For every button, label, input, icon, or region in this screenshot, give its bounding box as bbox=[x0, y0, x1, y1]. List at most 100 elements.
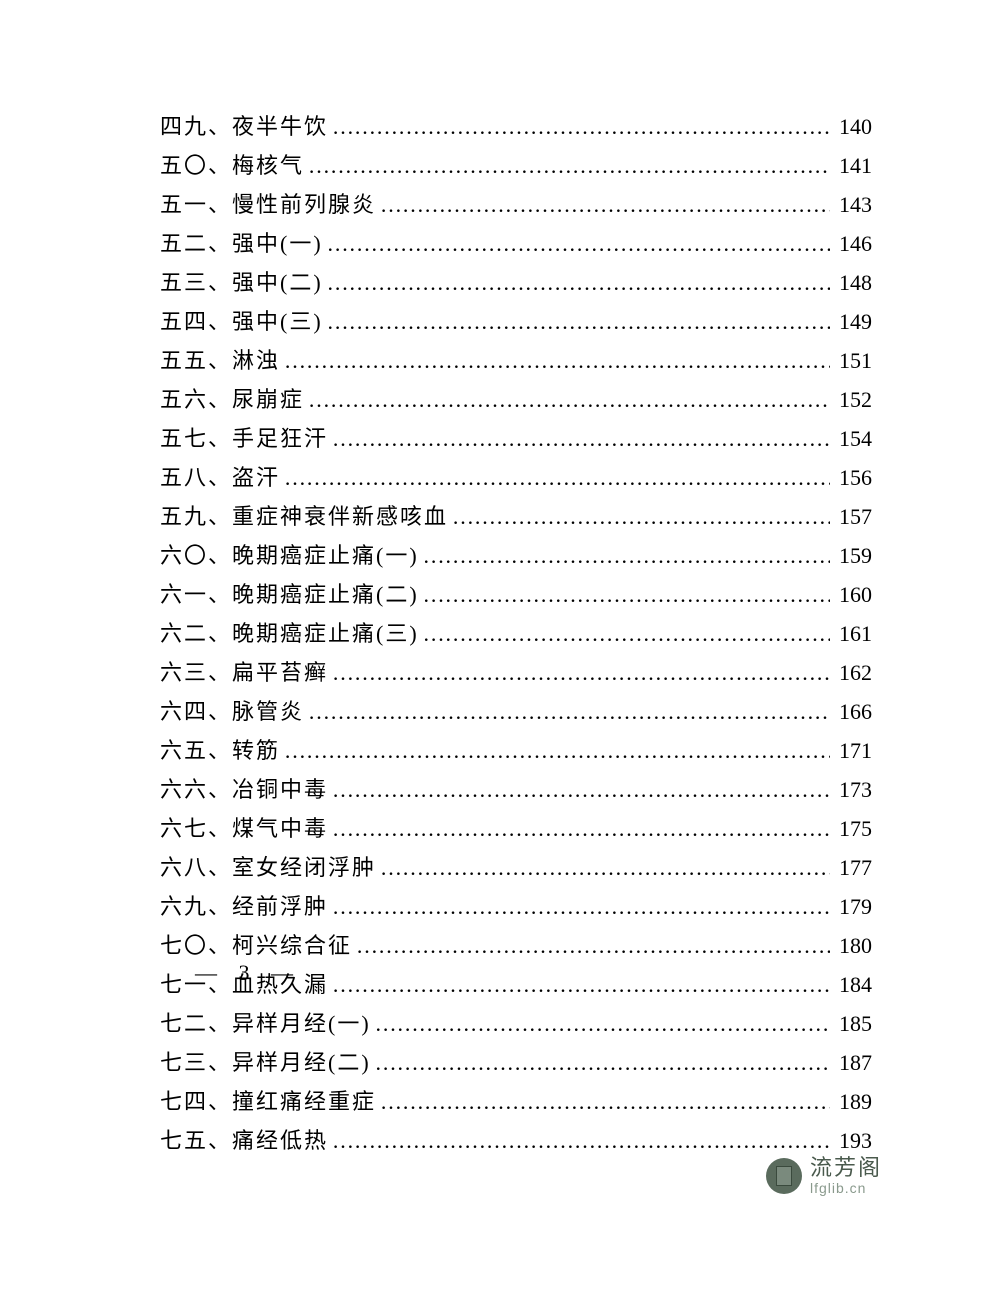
entry-dots: …………………………………………………………………………………………………………… bbox=[304, 695, 830, 728]
entry-number: 七二、 bbox=[160, 1007, 232, 1040]
entry-number: 五四、 bbox=[160, 305, 232, 338]
entry-dots: …………………………………………………………………………………………………………… bbox=[328, 812, 830, 845]
entry-number: 六八、 bbox=[160, 851, 232, 884]
table-of-contents: 四九、夜半牛饮………………………………………………………………………………………… bbox=[160, 110, 872, 1157]
entry-dots: …………………………………………………………………………………………………………… bbox=[376, 851, 830, 884]
entry-page-number: 140 bbox=[830, 110, 872, 143]
entry-page-number: 148 bbox=[830, 266, 872, 299]
toc-entry: 六六、冶铜中毒………………………………………………………………………………………… bbox=[160, 773, 872, 806]
entry-number: 七五、 bbox=[160, 1124, 232, 1157]
entry-page-number: 180 bbox=[830, 929, 872, 962]
toc-entry: 六三、扁平苔癣………………………………………………………………………………………… bbox=[160, 656, 872, 689]
entry-title: 异样月经(二) bbox=[232, 1046, 371, 1079]
entry-page-number: 161 bbox=[830, 617, 872, 650]
book-icon-inner bbox=[776, 1166, 792, 1186]
toc-entry: 七二、异样月经(一)………………………………………………………………………………… bbox=[160, 1007, 872, 1040]
entry-title: 盗汗 bbox=[232, 461, 280, 494]
entry-number: 七〇、 bbox=[160, 929, 232, 962]
entry-page-number: 160 bbox=[830, 578, 872, 611]
entry-dots: …………………………………………………………………………………………………………… bbox=[419, 539, 830, 572]
entry-title: 煤气中毒 bbox=[232, 812, 328, 845]
entry-number: 六六、 bbox=[160, 773, 232, 806]
entry-number: 五〇、 bbox=[160, 149, 232, 182]
toc-entry: 五五、淋浊……………………………………………………………………………………………… bbox=[160, 344, 872, 377]
entry-title: 室女经闭浮肿 bbox=[232, 851, 376, 884]
entry-page-number: 185 bbox=[830, 1007, 872, 1040]
book-icon bbox=[766, 1158, 802, 1194]
entry-dots: …………………………………………………………………………………………………………… bbox=[304, 383, 830, 416]
entry-page-number: 156 bbox=[830, 461, 872, 494]
entry-dots: …………………………………………………………………………………………………………… bbox=[304, 149, 830, 182]
entry-number: 六三、 bbox=[160, 656, 232, 689]
toc-entry: 五〇、梅核气…………………………………………………………………………………………… bbox=[160, 149, 872, 182]
watermark-main-text: 流芳阁 bbox=[810, 1156, 882, 1180]
entry-title: 慢性前列腺炎 bbox=[232, 188, 376, 221]
entry-dots: …………………………………………………………………………………………………………… bbox=[328, 1124, 830, 1157]
toc-entry: 五七、手足狂汗………………………………………………………………………………………… bbox=[160, 422, 872, 455]
toc-entry: 六一、晚期癌症止痛(二)…………………………………………………………………………… bbox=[160, 578, 872, 611]
entry-dots: …………………………………………………………………………………………………………… bbox=[371, 1046, 830, 1079]
entry-number: 六五、 bbox=[160, 734, 232, 767]
entry-dots: …………………………………………………………………………………………………………… bbox=[328, 890, 830, 923]
entry-dots: …………………………………………………………………………………………………………… bbox=[371, 1007, 830, 1040]
entry-dots: …………………………………………………………………………………………………………… bbox=[328, 773, 830, 806]
toc-entry: 五九、重症神衰伴新感咳血…………………………………………………………………………… bbox=[160, 500, 872, 533]
page-number: — 3 — bbox=[195, 960, 301, 986]
entry-number: 六一、 bbox=[160, 578, 232, 611]
entry-title: 梅核气 bbox=[232, 149, 304, 182]
entry-title: 手足狂汗 bbox=[232, 422, 328, 455]
entry-number: 六九、 bbox=[160, 890, 232, 923]
entry-dots: …………………………………………………………………………………………………………… bbox=[328, 422, 830, 455]
entry-page-number: 184 bbox=[830, 968, 872, 1001]
entry-number: 四九、 bbox=[160, 110, 232, 143]
watermark-text: 流芳阁 lfglib.cn bbox=[810, 1156, 882, 1196]
document-page: 四九、夜半牛饮………………………………………………………………………………………… bbox=[0, 0, 1002, 1296]
entry-page-number: 189 bbox=[830, 1085, 872, 1118]
entry-number: 五六、 bbox=[160, 383, 232, 416]
entry-page-number: 162 bbox=[830, 656, 872, 689]
toc-entry: 七四、撞红痛经重症…………………………………………………………………………………… bbox=[160, 1085, 872, 1118]
entry-number: 五一、 bbox=[160, 188, 232, 221]
entry-dots: …………………………………………………………………………………………………………… bbox=[328, 656, 830, 689]
toc-entry: 六九、经前浮肿………………………………………………………………………………………… bbox=[160, 890, 872, 923]
toc-entry: 四九、夜半牛饮………………………………………………………………………………………… bbox=[160, 110, 872, 143]
entry-number: 五八、 bbox=[160, 461, 232, 494]
entry-number: 七三、 bbox=[160, 1046, 232, 1079]
entry-title: 撞红痛经重症 bbox=[232, 1085, 376, 1118]
entry-page-number: 175 bbox=[830, 812, 872, 845]
entry-title: 扁平苔癣 bbox=[232, 656, 328, 689]
entry-number: 六四、 bbox=[160, 695, 232, 728]
entry-title: 经前浮肿 bbox=[232, 890, 328, 923]
entry-page-number: 152 bbox=[830, 383, 872, 416]
entry-page-number: 173 bbox=[830, 773, 872, 806]
toc-entry: 七〇、柯兴综合征……………………………………………………………………………………… bbox=[160, 929, 872, 962]
toc-entry: 五一、慢性前列腺炎…………………………………………………………………………………… bbox=[160, 188, 872, 221]
entry-page-number: 159 bbox=[830, 539, 872, 572]
entry-dots: …………………………………………………………………………………………………………… bbox=[323, 227, 830, 260]
entry-title: 晚期癌症止痛(三) bbox=[232, 617, 419, 650]
entry-title: 淋浊 bbox=[232, 344, 280, 377]
entry-title: 冶铜中毒 bbox=[232, 773, 328, 806]
entry-title: 柯兴综合征 bbox=[232, 929, 352, 962]
entry-dots: …………………………………………………………………………………………………………… bbox=[323, 266, 830, 299]
entry-dots: …………………………………………………………………………………………………………… bbox=[280, 344, 830, 377]
toc-entry: 六二、晚期癌症止痛(三)…………………………………………………………………………… bbox=[160, 617, 872, 650]
toc-entry: 六〇、晚期癌症止痛(一)…………………………………………………………………………… bbox=[160, 539, 872, 572]
entry-page-number: 146 bbox=[830, 227, 872, 260]
entry-title: 晚期癌症止痛(一) bbox=[232, 539, 419, 572]
entry-page-number: 151 bbox=[830, 344, 872, 377]
toc-entry: 五二、强中(一)……………………………………………………………………………………… bbox=[160, 227, 872, 260]
entry-dots: …………………………………………………………………………………………………………… bbox=[328, 968, 830, 1001]
entry-page-number: 154 bbox=[830, 422, 872, 455]
toc-entry: 六四、脉管炎…………………………………………………………………………………………… bbox=[160, 695, 872, 728]
entry-dots: …………………………………………………………………………………………………………… bbox=[352, 929, 830, 962]
entry-dots: …………………………………………………………………………………………………………… bbox=[376, 188, 830, 221]
entry-dots: …………………………………………………………………………………………………………… bbox=[280, 461, 830, 494]
entry-page-number: 157 bbox=[830, 500, 872, 533]
toc-entry: 五四、强中(三)……………………………………………………………………………………… bbox=[160, 305, 872, 338]
entry-number: 六〇、 bbox=[160, 539, 232, 572]
entry-page-number: 166 bbox=[830, 695, 872, 728]
entry-number: 六二、 bbox=[160, 617, 232, 650]
entry-title: 转筋 bbox=[232, 734, 280, 767]
entry-dots: …………………………………………………………………………………………………………… bbox=[280, 734, 830, 767]
